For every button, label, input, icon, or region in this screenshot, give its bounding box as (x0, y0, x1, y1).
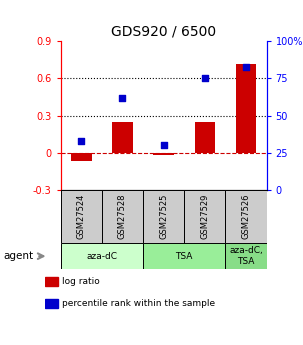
Bar (225, 190, 267, 243)
Text: aza-dC,
TSA: aza-dC, TSA (229, 246, 263, 266)
Bar (184, 190, 225, 243)
Bar (225, 243, 267, 269)
Text: TSA: TSA (175, 252, 193, 261)
Point (120, 95, 125, 100)
Text: GSM27526: GSM27526 (241, 194, 251, 239)
Text: aza-dC: aza-dC (86, 252, 117, 261)
Point (79, 138, 84, 144)
Bar (71, 152, 92, 161)
Text: GSM27528: GSM27528 (118, 194, 127, 239)
Text: agent: agent (3, 251, 33, 261)
Title: GDS920 / 6500: GDS920 / 6500 (111, 25, 216, 39)
Bar (236, 63, 256, 152)
Point (202, 76, 207, 81)
Bar (112, 122, 133, 152)
Bar (102, 190, 143, 243)
Bar (143, 190, 184, 243)
Point (161, 142, 166, 148)
Text: log ratio: log ratio (62, 277, 100, 286)
Bar (195, 122, 215, 152)
Bar (45, 277, 58, 286)
Bar (61, 243, 143, 269)
Text: percentile rank within the sample: percentile rank within the sample (62, 299, 215, 308)
Bar (143, 243, 225, 269)
Bar (45, 299, 58, 308)
Text: GSM27524: GSM27524 (77, 194, 86, 239)
Point (244, 64, 248, 69)
Text: GSM27529: GSM27529 (200, 194, 209, 239)
Bar (153, 152, 174, 155)
Text: GSM27525: GSM27525 (159, 194, 168, 239)
Bar (61, 190, 102, 243)
